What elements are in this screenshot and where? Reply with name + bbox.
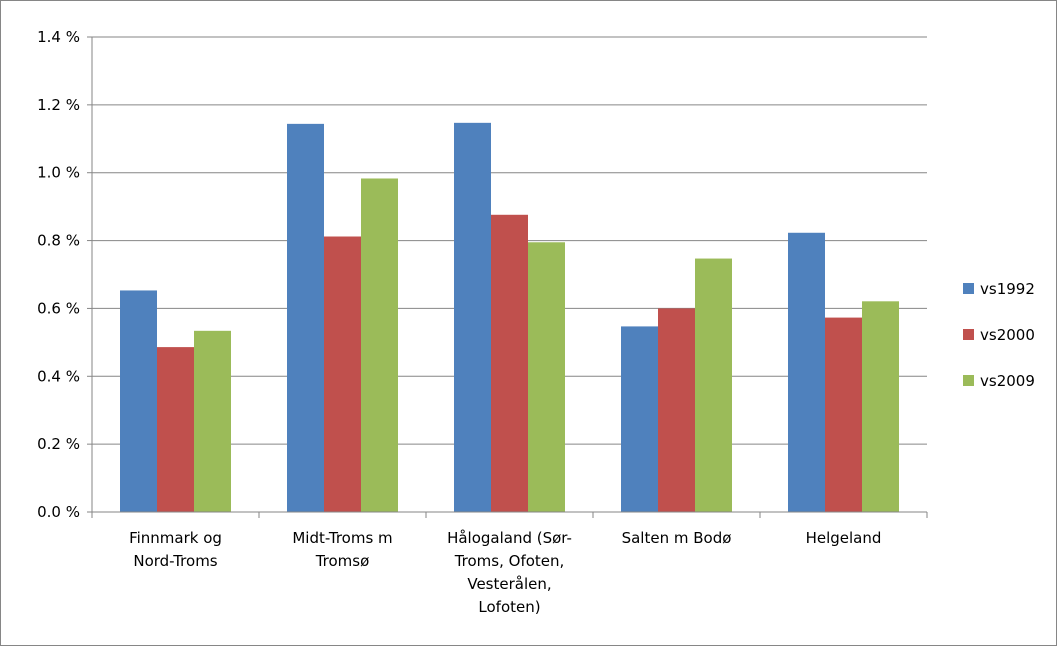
bar-vs2009 bbox=[695, 258, 732, 512]
bar-vs1992 bbox=[120, 290, 157, 512]
bar-vs2009 bbox=[528, 242, 565, 512]
legend-label: vs2000 bbox=[980, 326, 1035, 344]
y-tick-label: 0.2 % bbox=[37, 435, 80, 453]
category-labels: Finnmark og Nord-Troms Midt-Troms m Tromsø H… bbox=[129, 529, 881, 616]
category-label: Midt-Troms m Tromsø bbox=[292, 529, 392, 570]
y-tick-label: 0.8 % bbox=[37, 232, 80, 250]
bar-vs2000 bbox=[324, 236, 361, 512]
legend-swatch bbox=[963, 283, 974, 294]
y-tick-label: 1.2 % bbox=[37, 96, 80, 114]
bar-vs1992 bbox=[454, 122, 491, 512]
bar-vs2009 bbox=[862, 301, 899, 512]
bar-vs2009 bbox=[361, 178, 398, 512]
bar-vs2000 bbox=[825, 317, 862, 512]
bars bbox=[120, 122, 899, 513]
y-tick-label: 0.0 % bbox=[37, 503, 80, 521]
y-tick-label: 0.4 % bbox=[37, 367, 80, 385]
legend-swatch bbox=[963, 375, 974, 386]
bar-vs1992 bbox=[621, 326, 658, 512]
legend-label: vs1992 bbox=[980, 280, 1035, 298]
category-label: Hålogaland (Sør-Troms, Ofoten, Vesterålen… bbox=[447, 529, 572, 616]
bar-vs2000 bbox=[157, 347, 194, 512]
category-label: Salten m Bodø bbox=[622, 529, 732, 547]
y-tick-label: 0.6 % bbox=[37, 299, 80, 317]
y-tick-label: 1.0 % bbox=[37, 164, 80, 182]
bar-vs2000 bbox=[658, 308, 695, 512]
gridlines bbox=[92, 36, 927, 445]
bar-vs2009 bbox=[194, 330, 231, 512]
bar-vs1992 bbox=[788, 232, 825, 512]
y-tick-labels: 0.0 % 0.2 % 0.4 % 0.6 % 0.8 % 1.0 % 1.2 % 1.4 % bbox=[37, 28, 80, 521]
axes bbox=[87, 36, 928, 518]
legend-label: vs2009 bbox=[980, 372, 1035, 390]
category-label: Helgeland bbox=[806, 529, 882, 547]
category-label: Finnmark og Nord-Troms bbox=[129, 529, 222, 570]
bar-vs1992 bbox=[287, 123, 324, 512]
legend: vs1992 vs2000 vs2009 bbox=[963, 280, 1035, 390]
y-tick-label: 1.4 % bbox=[37, 28, 80, 46]
bar-vs2000 bbox=[491, 214, 528, 513]
legend-swatch bbox=[963, 329, 974, 340]
